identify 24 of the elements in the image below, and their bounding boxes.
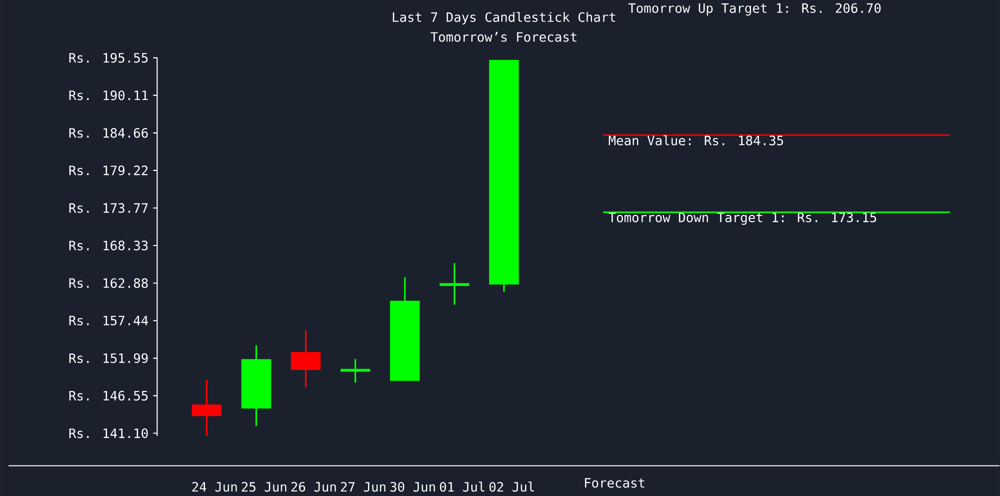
y-tick-label: Rs. 168.33 (69, 240, 148, 250)
x-tick-label: 25 Jun (242, 482, 286, 492)
y-tick-label: Rs. 195.55 (69, 52, 148, 63)
x-tick-label: 01 Jul (440, 482, 484, 492)
y-tick-label: Rs. 151.99 (69, 353, 148, 364)
y-tick-label: Rs. 173.77 (69, 203, 148, 213)
y-tick-label: Rs. 184.66 (69, 128, 148, 138)
y-tick-label: Rs. 162.88 (69, 278, 148, 288)
chart-subtitle: Tomorrow’s Forecast (430, 32, 576, 42)
chart-title: Last 7 Days Candlestick Chart (392, 12, 616, 24)
y-tick-label: Rs. 179.22 (69, 166, 148, 176)
x-tick-label: 30 Jun (390, 482, 435, 492)
y-tick-label: Rs. 146.55 (69, 390, 148, 401)
text: Tomorrow Up Target 1: Rs. 206.70 (628, 3, 881, 16)
y-tick-label: Rs. 157.44 (69, 316, 148, 326)
x-tick-label: 02 Jul (489, 482, 534, 492)
y-tick-label: Rs. 190.11 (69, 90, 148, 100)
text: Forecast (585, 478, 644, 488)
x-tick-label: 27 Jun (340, 482, 386, 492)
y-tick-label: Rs. 141.10 (69, 428, 148, 438)
ref-line-label: Mean Value: Rs. 184.35 (608, 135, 784, 146)
x-tick-label: 24 Jun (192, 482, 237, 492)
x-tick-label: 26 Jun (291, 482, 336, 492)
ref-line-label: Tomorrow Down Target 1: Rs. 173.15 (608, 212, 876, 225)
